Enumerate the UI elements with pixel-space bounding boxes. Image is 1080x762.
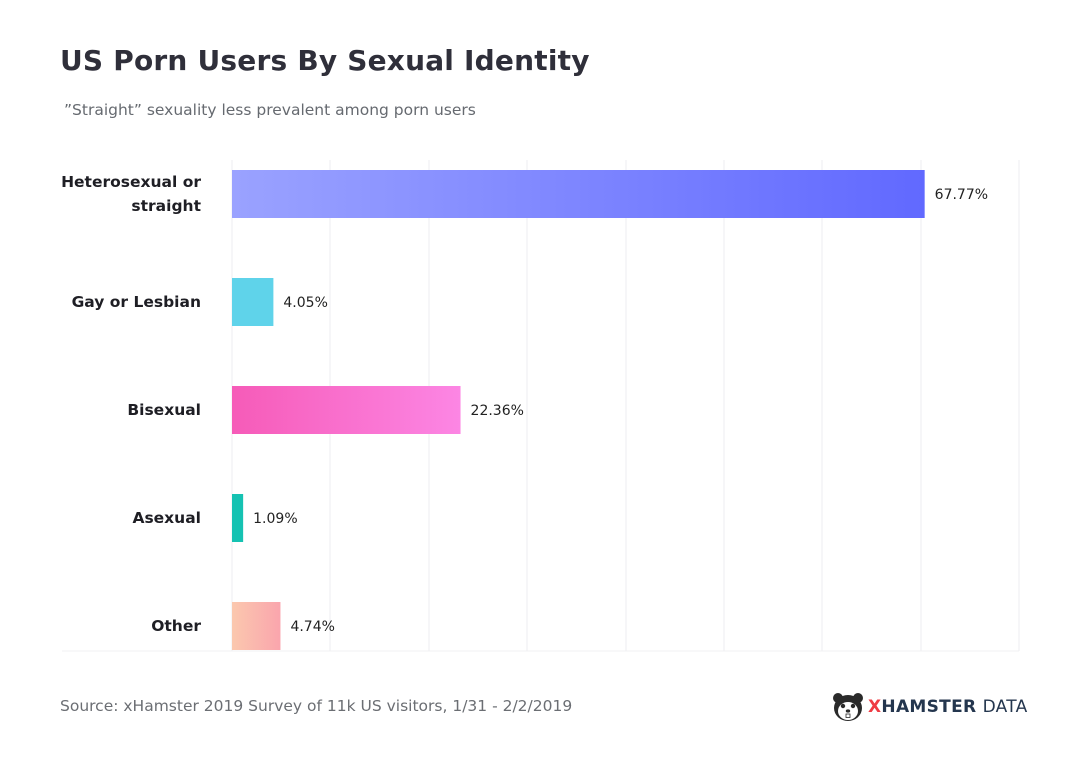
- category-label: Bisexual: [127, 401, 201, 419]
- category-label: Other: [151, 617, 201, 635]
- value-label: 4.05%: [283, 295, 327, 311]
- value-label: 22.36%: [471, 403, 524, 419]
- brand-x: X: [868, 697, 882, 717]
- brand-data: DATA: [982, 697, 1028, 717]
- bar-1: [232, 170, 925, 218]
- bars: [232, 170, 925, 650]
- value-labels: 67.77% 4.05% 22.36% 1.09% 4.74%: [253, 187, 988, 635]
- chart-subtitle: ”Straight” sexuality less prevalent amon…: [64, 101, 476, 119]
- source-note: Source: xHamster 2019 Survey of 11k US v…: [60, 697, 573, 715]
- brand-name: HAMSTER: [881, 697, 977, 717]
- bar-4: [232, 494, 244, 542]
- value-label: 4.74%: [290, 619, 334, 635]
- category-label: Gay or Lesbian: [71, 293, 201, 311]
- brand-logo: XHAMSTER DATA: [832, 692, 1028, 722]
- hamster-face-icon: [833, 693, 863, 721]
- bar-3: [232, 386, 461, 434]
- category-label: Asexual: [132, 509, 201, 527]
- bar-2: [232, 278, 274, 326]
- chart-title: US Porn Users By Sexual Identity: [60, 44, 590, 77]
- bar-chart: 67.77% 4.05% 22.36% 1.09% 4.74%: [62, 160, 1020, 652]
- category-label: Heterosexual or straight: [61, 173, 201, 215]
- bar-5: [232, 602, 281, 650]
- grid-lines: [62, 160, 1020, 652]
- value-label: 67.77%: [935, 187, 988, 203]
- value-label: 1.09%: [253, 511, 297, 527]
